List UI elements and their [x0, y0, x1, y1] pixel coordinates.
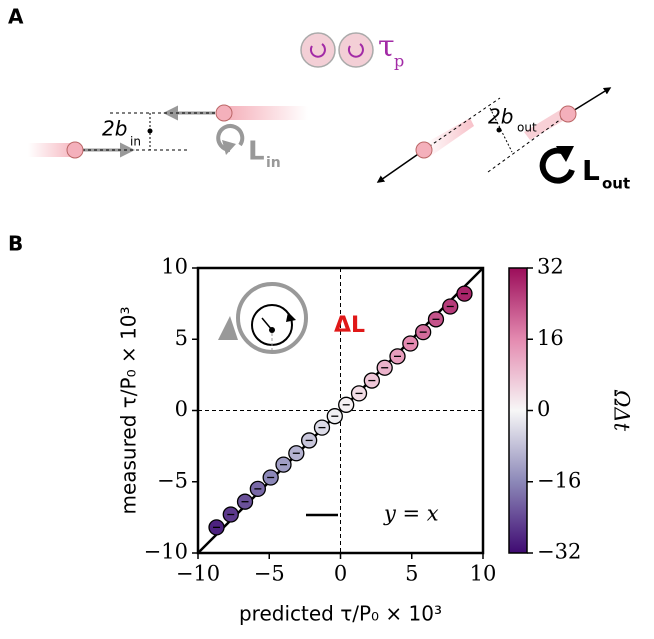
y-tick-label: 5: [175, 326, 188, 350]
impact-out-sub: out: [517, 121, 537, 135]
annotation: ΔL: [334, 313, 365, 338]
x-tick-label: −5: [254, 562, 285, 586]
colorbar-label: ΩΔt: [610, 389, 634, 432]
tau-sub: p: [394, 52, 404, 71]
colorbar-tick-label: −32: [537, 540, 581, 564]
impact-out: 2b: [488, 105, 513, 129]
panel-label: A: [8, 5, 24, 29]
tau: τ: [378, 29, 395, 64]
x-tick-label: 5: [405, 562, 418, 586]
x-axis-label: predicted τ/P₀ × 10³: [239, 602, 442, 626]
y-tick-label: 10: [161, 255, 188, 279]
l-in: L: [248, 137, 265, 167]
inset-icon: [218, 282, 308, 354]
impact-in: 2b: [102, 117, 127, 141]
x-tick-label: 10: [470, 562, 497, 586]
colorbar-tick-label: 32: [537, 255, 564, 279]
colorbar: [508, 267, 528, 554]
colorbar-tick-label: 16: [537, 326, 564, 350]
y-tick-label: 0: [175, 397, 188, 421]
l-out-sub: out: [602, 175, 630, 193]
legend-label: y = x: [383, 502, 439, 526]
colorbar-tick-label: −16: [537, 468, 581, 492]
spin-icons: [300, 32, 374, 68]
colorbar-tick-label: 0: [537, 397, 550, 421]
panel-label: B: [8, 232, 23, 256]
impact-in-sub: in: [130, 135, 141, 149]
x-tick-label: −10: [176, 562, 220, 586]
y-tick-label: −5: [157, 468, 188, 492]
y-axis-label: measured τ/P₀ × 10³: [117, 306, 141, 514]
y-tick-label: −10: [144, 540, 188, 564]
l-in-sub: in: [266, 155, 281, 171]
l-out: L: [582, 154, 600, 187]
incoming-diagram: [28, 104, 308, 159]
x-tick-label: 0: [334, 562, 347, 586]
outgoing-diagram: [376, 87, 612, 184]
plot: −10 −5 0 5 10 −10 −5 0 5 10 predicted τ/P₀ × 10³ me…: [117, 255, 634, 626]
